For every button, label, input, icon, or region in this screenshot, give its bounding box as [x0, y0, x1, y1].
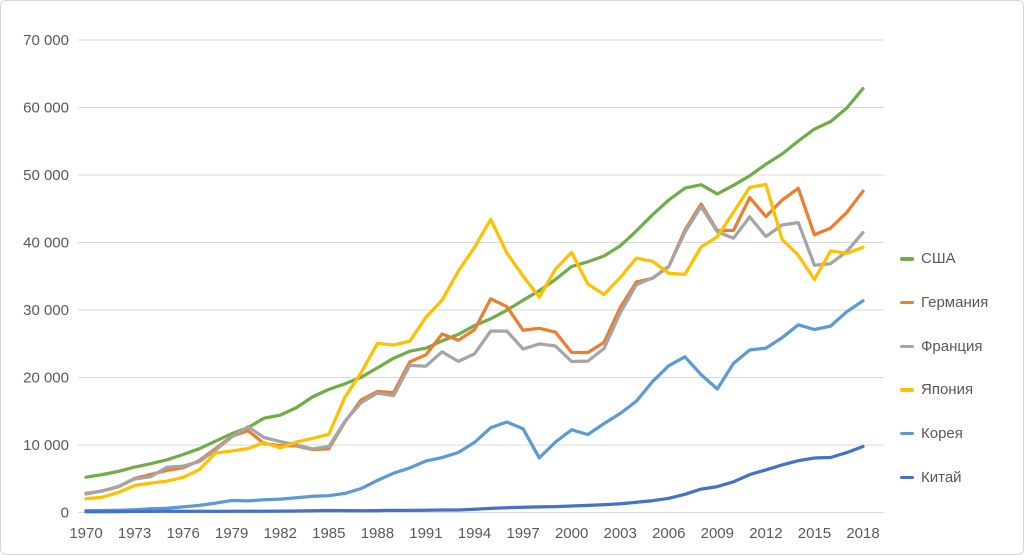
legend-marker-germany — [900, 300, 914, 305]
x-tick-label: 1994 — [458, 525, 491, 542]
legend-label-germany: Германия — [921, 294, 989, 312]
legend-item-japan: Япония — [900, 368, 988, 412]
legend-label-japan: Япония — [921, 381, 974, 399]
legend-item-france: Франция — [900, 324, 988, 368]
y-tick-label: 40 000 — [23, 235, 69, 252]
legend-marker-korea — [900, 431, 914, 436]
x-tick-label: 2015 — [798, 525, 831, 542]
chart-legend: США Германия Франция Япония Корея Китай — [900, 237, 988, 499]
legend-item-korea: Корея — [900, 412, 988, 456]
y-tick-label: 30 000 — [23, 302, 69, 319]
legend-label-china: Китай — [921, 468, 962, 486]
y-tick-label: 10 000 — [23, 437, 69, 454]
legend-marker-france — [900, 344, 914, 348]
y-tick-label: 20 000 — [23, 370, 69, 387]
x-tick-label: 1979 — [215, 525, 248, 542]
legend-marker-usa — [900, 257, 914, 261]
x-tick-label: 2003 — [604, 525, 637, 542]
x-tick-label: 2006 — [652, 525, 685, 542]
x-tick-label: 1982 — [264, 525, 297, 542]
legend-label-usa: США — [921, 250, 956, 268]
x-tick-label: 2018 — [846, 525, 879, 542]
legend-label-france: Франция — [921, 337, 983, 355]
series-line-japan — [84, 182, 865, 501]
y-tick-label: 70 000 — [23, 32, 69, 49]
legend-marker-japan — [900, 388, 914, 392]
y-tick-label: 0 — [61, 505, 69, 522]
x-tick-label: 2009 — [701, 525, 734, 542]
x-tick-label: 2000 — [555, 525, 588, 542]
y-tick-label: 50 000 — [23, 167, 69, 184]
legend-item-china: Китай — [900, 455, 988, 499]
legend-item-usa: США — [900, 237, 988, 281]
legend-label-korea: Корея — [921, 425, 963, 443]
y-tick-label: 60 000 — [23, 100, 69, 117]
legend-marker-china — [900, 475, 914, 479]
series-line-korea — [84, 299, 865, 513]
x-tick-label: 1976 — [166, 525, 199, 542]
x-tick-label: 1997 — [506, 525, 539, 542]
series-line-france — [84, 204, 865, 495]
series-line-usa — [84, 86, 865, 479]
x-tick-label: 2012 — [749, 525, 782, 542]
x-tick-label: 1985 — [312, 525, 345, 542]
series-line-china — [84, 444, 865, 514]
legend-item-germany: Германия — [900, 281, 988, 325]
x-tick-label: 1973 — [118, 525, 151, 542]
x-tick-label: 1991 — [409, 525, 442, 542]
x-tick-label: 1988 — [361, 525, 394, 542]
x-tick-label: 1970 — [69, 525, 102, 542]
